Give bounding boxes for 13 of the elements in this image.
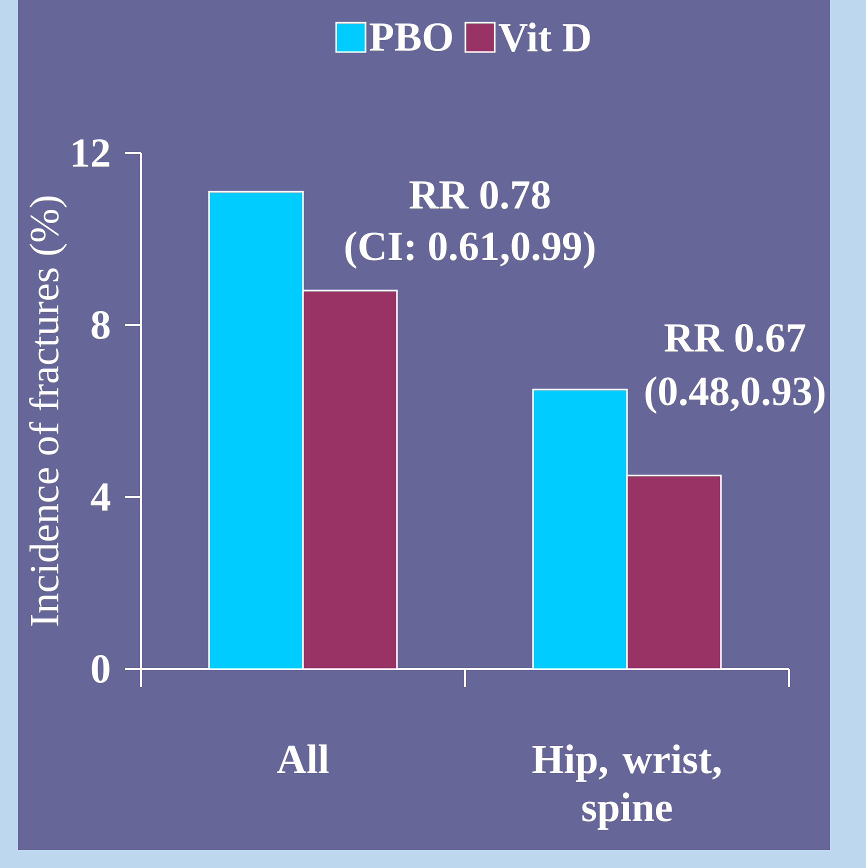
y-tick-label: 8 [92, 311, 110, 339]
x-tick-label: Hip, wrist, spine [532, 744, 721, 830]
annotation: (0.48,0.93) [646, 376, 824, 414]
annotation: RR 0.78 [409, 180, 550, 210]
legend-label: Vit D [498, 22, 590, 52]
y-tick-label: 4 [90, 483, 110, 511]
x-tick-label: All [276, 744, 329, 774]
legend-label: PBO [370, 23, 452, 51]
y-axis-title: Incidence of fractures (%) [29, 196, 67, 626]
y-tick-label: 12 [72, 139, 110, 167]
annotation: RR 0.67 [664, 324, 806, 352]
y-tick-label: 0 [92, 655, 110, 683]
annotation: (CI: 0.61,0.99) [346, 231, 594, 269]
